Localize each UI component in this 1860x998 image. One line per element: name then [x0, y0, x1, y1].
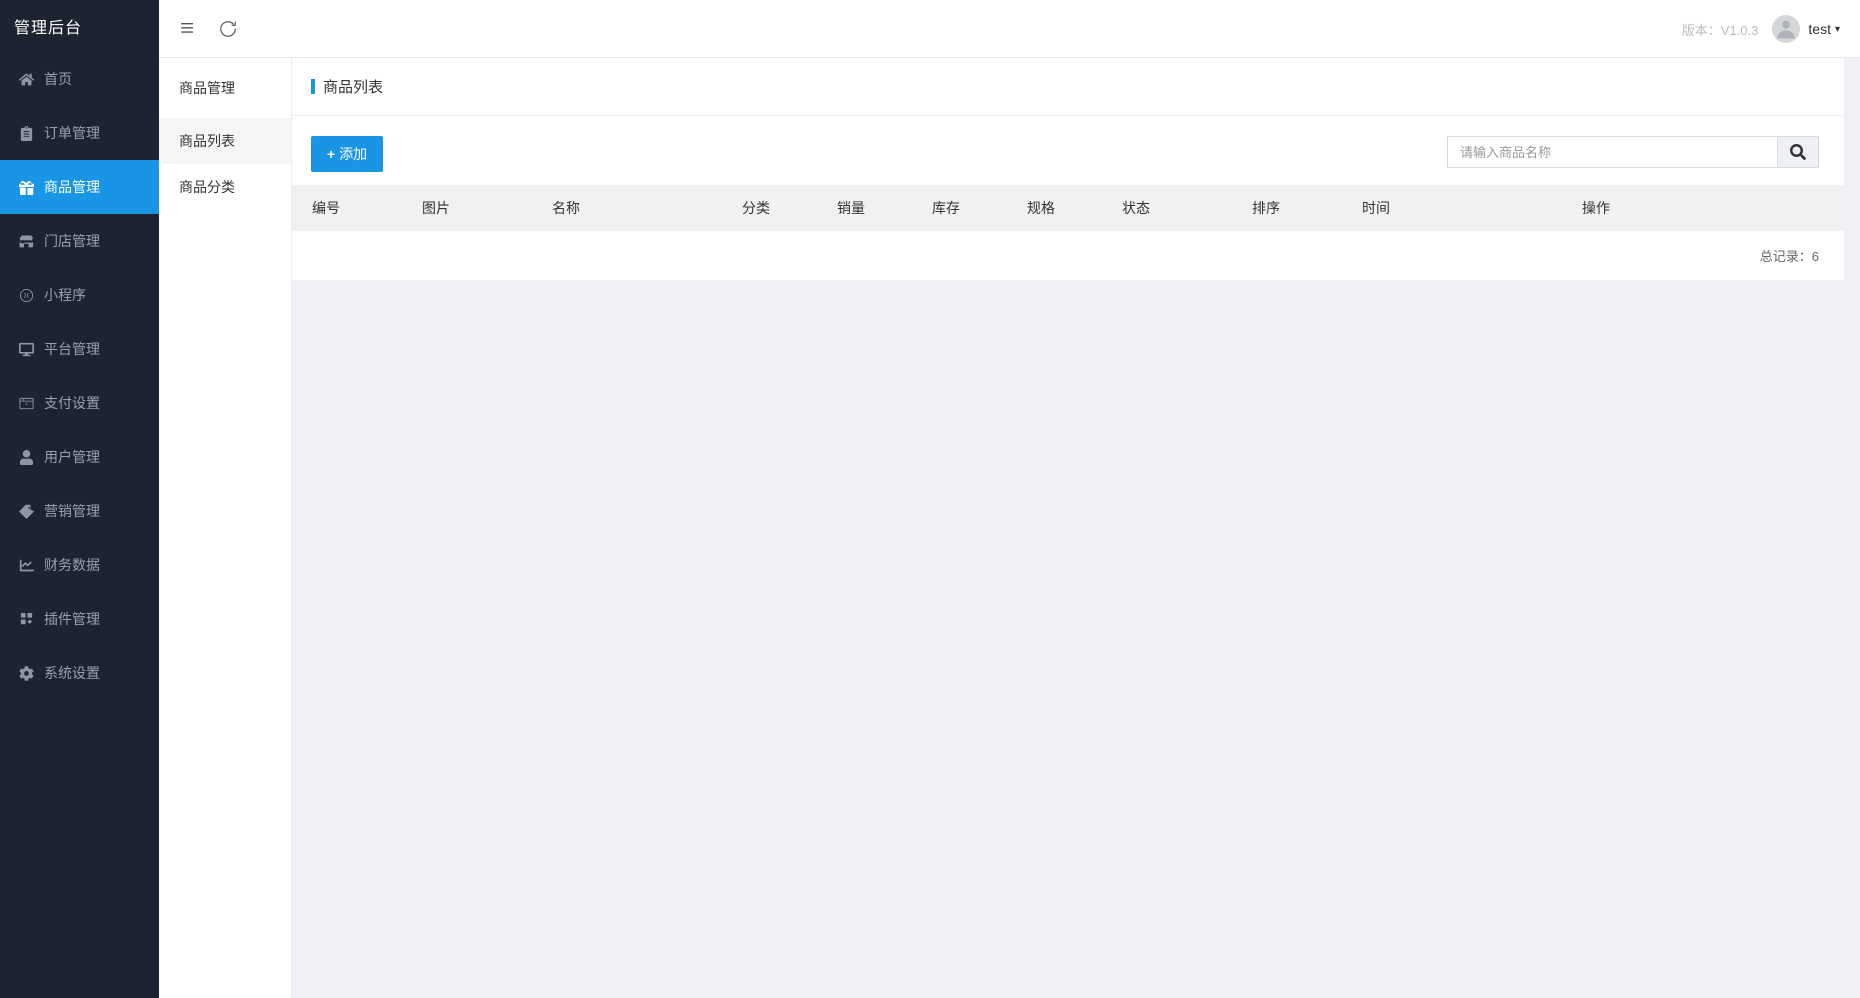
svg-text:¥: ¥	[25, 401, 28, 406]
